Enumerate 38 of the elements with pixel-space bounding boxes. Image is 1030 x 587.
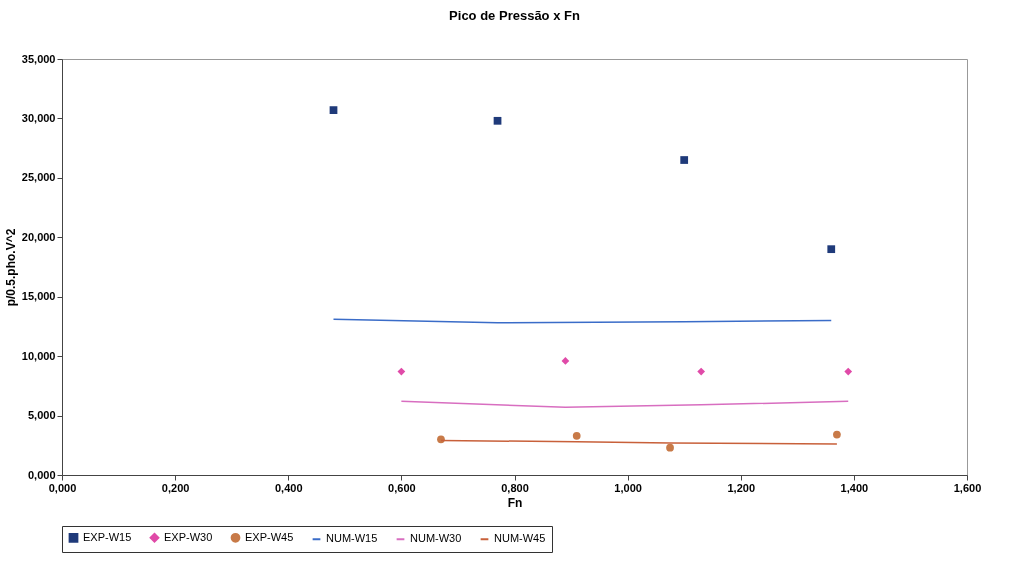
y-tick-label: 20,000 [21,230,56,243]
y-tick-label: 35,000 [21,52,56,65]
x-tick-label: 0,800 [501,481,529,494]
point [397,367,406,376]
point [493,116,502,125]
point [697,367,706,376]
legend-label: EXP-W30 [164,530,213,543]
y-axis-title: p/0.5.pho.V^2 [3,228,18,307]
x-tick-label: 0,400 [274,481,303,494]
chart-title: Pico de Pressão x Fn [449,8,580,23]
x-tick-label: 1,600 [953,481,982,494]
x-tick-label: 0,600 [388,481,416,494]
x-tick-label: 1,000 [614,481,642,494]
point [437,435,445,444]
y-tick-label: 5,000 [27,409,56,422]
x-tick-label: 0,000 [48,481,77,494]
y-tick-label: 15,000 [21,290,56,303]
legend-label: NUM-W30 [410,532,462,545]
x-tick-label: 1,200 [727,481,756,494]
x-tick-label: 1,400 [840,481,869,494]
point [833,430,841,439]
x-tick-label: 0,200 [161,481,190,494]
point [572,431,581,440]
point [827,245,836,254]
y-tick-label: 0,000 [27,468,56,481]
x-axis-title: Fn [507,495,523,510]
legend-label: NUM-W45 [494,532,546,545]
y-tick-label: 25,000 [21,171,56,184]
y-tick-label: 30,000 [21,111,56,124]
legend-label: EXP-W15 [83,530,132,543]
point [844,367,853,376]
point [680,156,689,164]
point [329,106,338,114]
point [561,357,570,365]
y-tick-label: 10,000 [21,349,56,362]
legend-label: EXP-W45 [245,530,294,543]
point [666,443,674,452]
legend-label: NUM-W15 [326,532,378,545]
